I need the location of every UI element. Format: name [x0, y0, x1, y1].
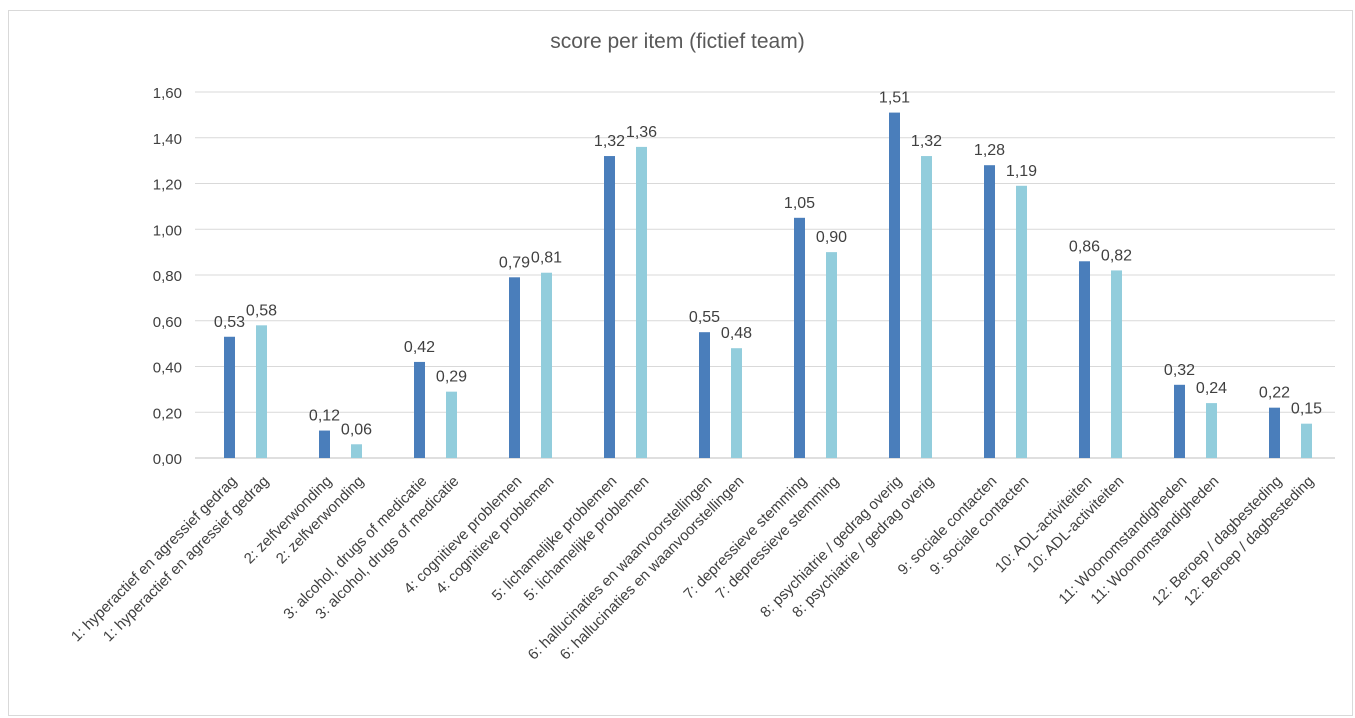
data-label: 0,55: [689, 309, 720, 326]
bar: [921, 156, 932, 459]
bar: [509, 277, 520, 458]
bar: [351, 444, 362, 458]
bar: [1174, 384, 1185, 458]
bar: [984, 165, 995, 458]
bar: [446, 391, 457, 458]
chart-title: score per item (fictief team): [550, 30, 805, 53]
bar: [604, 156, 615, 459]
bar: [541, 272, 552, 458]
y-tick-label: 1,40: [153, 131, 182, 148]
bar: [889, 112, 900, 459]
data-label: 0,81: [531, 250, 562, 267]
bar: [224, 336, 235, 458]
data-label: 0,48: [721, 325, 752, 342]
data-label: 0,24: [1196, 380, 1227, 397]
bar: [636, 146, 647, 458]
data-label: 0,53: [214, 314, 245, 331]
data-label: 0,90: [816, 229, 847, 246]
bar: [256, 325, 267, 458]
data-label: 1,51: [879, 90, 910, 107]
data-label: 1,19: [1006, 163, 1037, 180]
data-label: 0,79: [499, 254, 530, 271]
gridlines: [195, 91, 1335, 459]
y-axis-tick-labels: 0,00 0,20 0,40 0,60 0,80 1,00 1,20 1,40 1,60: [153, 85, 182, 468]
data-label: 0,29: [436, 369, 467, 386]
y-tick-label: 0,80: [153, 268, 182, 285]
bar: [319, 430, 330, 458]
y-tick-label: 0,20: [153, 405, 182, 422]
bar: [1301, 423, 1312, 458]
bar: [731, 348, 742, 458]
data-labels: 0,530,580,120,060,420,290,79 0,811,321,36…: [214, 90, 1322, 439]
bar: [1016, 185, 1027, 458]
data-label: 0,06: [341, 421, 372, 438]
data-label: 0,42: [404, 339, 435, 356]
data-label: 0,12: [309, 408, 340, 425]
y-tick-label: 1,20: [153, 177, 182, 194]
data-label: 0,86: [1069, 238, 1100, 255]
data-label: 1,05: [784, 195, 815, 212]
y-tick-label: 1,00: [153, 222, 182, 239]
y-tick-label: 0,00: [153, 451, 182, 468]
bar: [1079, 261, 1090, 458]
data-label: 0,32: [1164, 362, 1195, 379]
bar: [1269, 407, 1280, 458]
bar: [794, 217, 805, 458]
bar: [414, 361, 425, 458]
data-label: 1,32: [911, 133, 942, 150]
data-label: 0,22: [1259, 385, 1290, 402]
y-tick-label: 0,40: [153, 360, 182, 377]
data-label: 0,58: [246, 302, 277, 319]
data-label: 1,28: [974, 142, 1005, 159]
y-tick-label: 0,60: [153, 314, 182, 331]
bar: [826, 252, 837, 458]
data-label: 0,82: [1101, 247, 1132, 264]
bar: [1206, 403, 1217, 458]
data-label: 1,32: [594, 133, 625, 150]
data-label: 0,15: [1291, 401, 1322, 418]
y-tick-label: 1,60: [153, 85, 182, 102]
x-tick-label: 1: hyperactief en agressief gedrag: [68, 473, 240, 645]
bars: [224, 112, 1312, 459]
bar: [699, 332, 710, 458]
data-label: 1,36: [626, 124, 657, 141]
bar: [1111, 270, 1122, 458]
